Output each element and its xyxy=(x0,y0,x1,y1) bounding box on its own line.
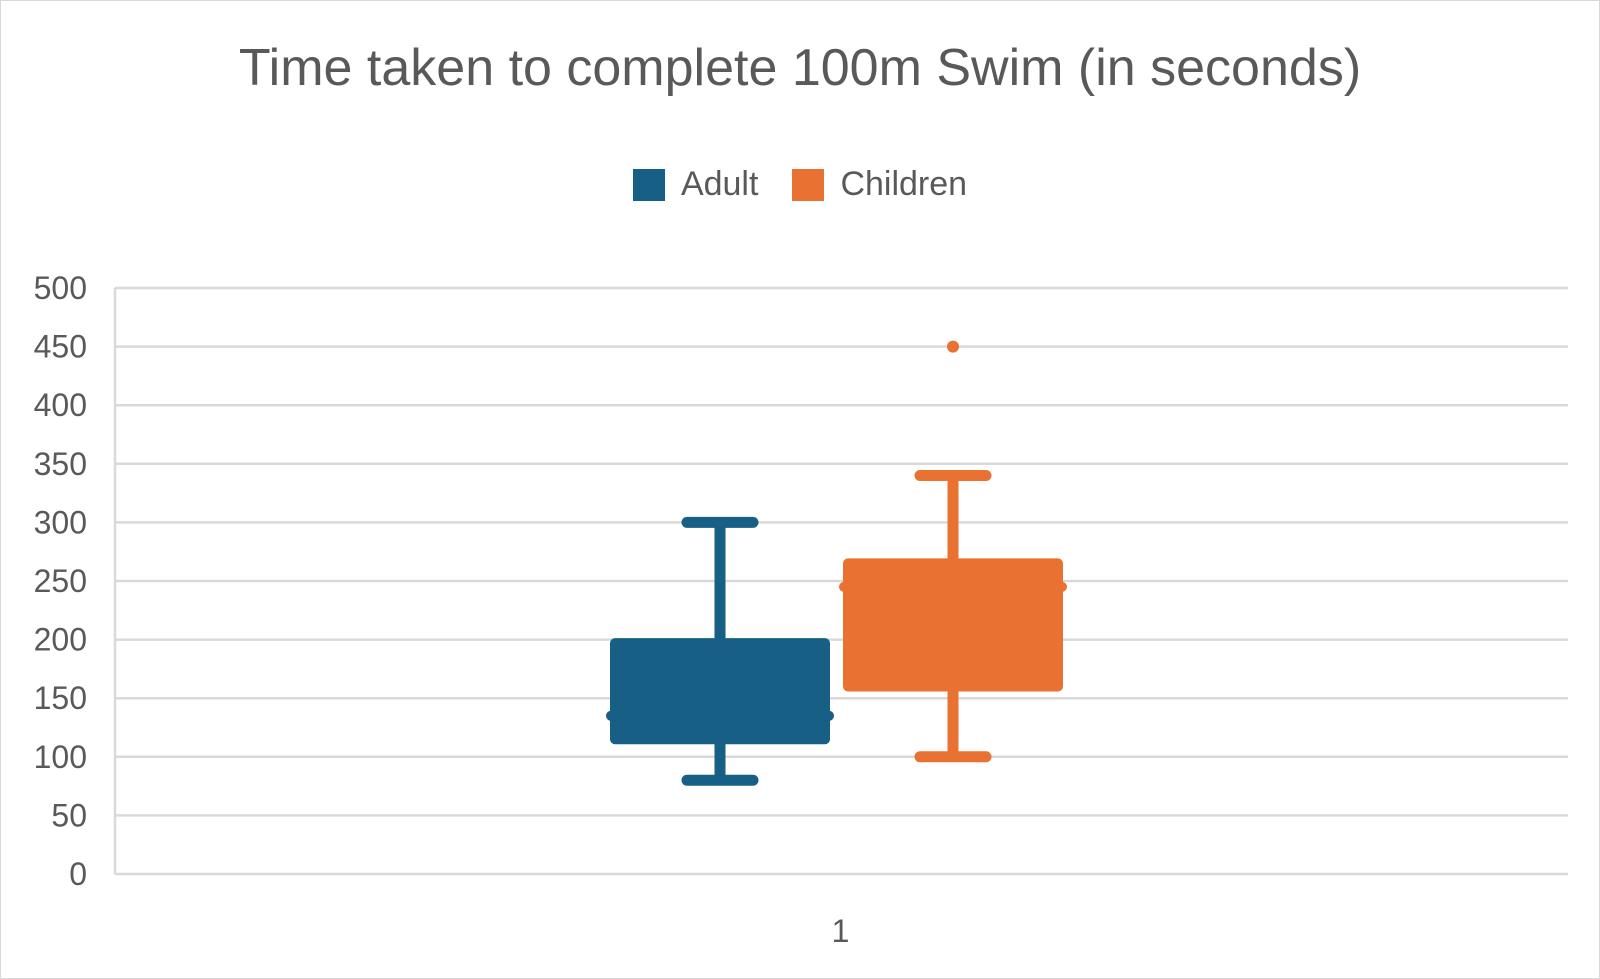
y-tick-label: 350 xyxy=(34,446,87,482)
legend-entry-adult: Adult xyxy=(632,165,759,204)
x-axis: 1 xyxy=(832,913,850,949)
outlier-point-children xyxy=(947,340,959,353)
legend-label-children: Children xyxy=(840,165,968,203)
legend: Adult Children xyxy=(0,165,1600,204)
box-adult xyxy=(606,516,834,786)
y-tick-label: 200 xyxy=(34,622,87,658)
box-children xyxy=(839,340,1067,763)
y-tick-label: 50 xyxy=(51,797,87,833)
y-tick-label: 100 xyxy=(34,739,87,775)
box-plots xyxy=(606,340,1067,786)
y-tick-label: 400 xyxy=(34,387,87,423)
y-tick-label: 150 xyxy=(34,680,87,716)
legend-label-adult: Adult xyxy=(680,165,759,203)
legend-entry-children: Children xyxy=(792,165,967,204)
y-tick-label: 450 xyxy=(34,329,87,365)
iqr-box-adult xyxy=(610,638,830,745)
y-tick-label: 500 xyxy=(34,270,87,306)
y-tick-label: 0 xyxy=(69,856,87,892)
legend-swatch-children xyxy=(792,168,825,201)
x-tick-label: 1 xyxy=(832,913,850,949)
legend-swatch-adult xyxy=(632,168,665,201)
gridlines xyxy=(115,286,1568,876)
y-axis: 0 50 100 150 200 250 300 350 400 450 500 xyxy=(34,270,117,892)
y-tick-label: 300 xyxy=(34,504,87,540)
chart-title: Time taken to complete 100m Swim (in sec… xyxy=(238,39,1362,97)
y-tick-label: 250 xyxy=(34,563,87,599)
